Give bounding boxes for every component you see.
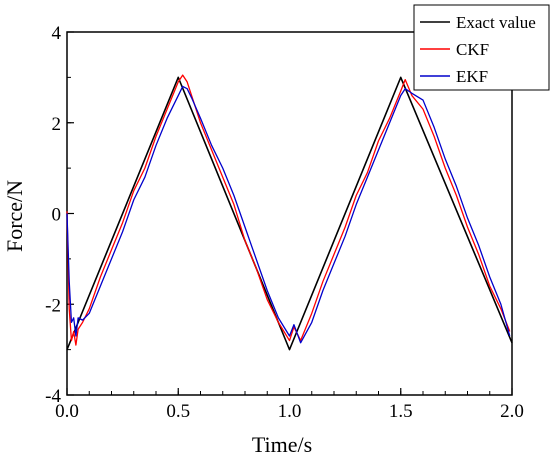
x-tick-label: 0.5 xyxy=(166,401,190,422)
y-tick-label: -2 xyxy=(45,295,61,316)
y-axis-label: Force/N xyxy=(2,180,27,252)
series-line-exact-value xyxy=(66,76,513,351)
legend-label: Exact value xyxy=(456,13,536,32)
y-tick-label: -4 xyxy=(45,386,61,407)
y-tick-label: 4 xyxy=(52,23,62,44)
x-tick-label: 2.0 xyxy=(500,401,524,422)
legend-label: CKF xyxy=(456,40,489,59)
x-tick-label: 1.0 xyxy=(278,401,302,422)
x-tick-label: 0.0 xyxy=(55,401,79,422)
x-axis-label: Time/s xyxy=(252,432,312,457)
series-line-ekf xyxy=(66,85,511,344)
y-tick-label: 0 xyxy=(52,205,62,226)
y-tick-label: 2 xyxy=(52,114,62,135)
x-tick-label: 1.5 xyxy=(389,401,413,422)
legend-label: EKF xyxy=(456,67,488,86)
series-line-ckf xyxy=(66,74,511,346)
